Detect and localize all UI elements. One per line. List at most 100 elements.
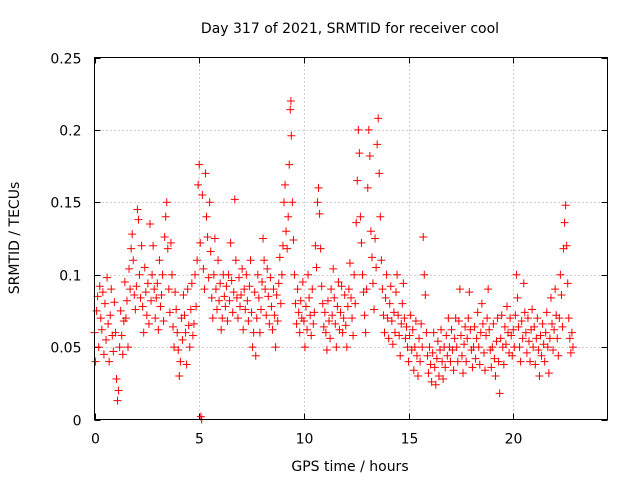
data-point [230,195,239,204]
data-point [562,241,571,250]
data-point [449,366,458,375]
data-point [110,298,119,307]
data-point [97,325,106,334]
data-point [315,209,324,218]
data-point [124,343,133,352]
data-point [240,285,249,294]
data-point [206,247,215,256]
data-point [278,241,287,250]
data-point [276,299,285,308]
data-point [402,322,411,331]
data-point [273,317,282,326]
data-point [534,345,543,354]
data-point [232,293,241,302]
data-point [285,160,294,169]
data-point [283,244,292,253]
data-point [470,322,479,331]
data-point [342,343,351,352]
data-point [186,305,195,314]
data-point [255,328,264,337]
data-point [560,218,569,227]
data-point [293,285,302,294]
data-point [163,244,172,253]
data-point [387,317,396,326]
data-point [246,256,255,265]
data-point [259,234,268,243]
data-point [182,360,191,369]
data-point [354,125,363,134]
data-point [250,288,259,297]
data-point [268,325,277,334]
data-point [363,183,372,192]
data-point [184,321,193,330]
data-point [106,311,115,320]
data-point [156,302,165,311]
data-point [459,369,468,378]
data-point [214,256,223,265]
data-point [100,299,109,308]
data-point [292,319,301,328]
y-tick-label: 0.1 [59,269,81,285]
data-point [267,302,276,311]
data-point [287,131,296,140]
data-point [457,351,466,360]
data-point [385,299,394,308]
data-point [217,325,226,334]
data-point [191,270,200,279]
data-point [464,314,473,323]
data-point [167,270,176,279]
data-point [326,334,335,343]
axis-tick-labels: 0 5 10 15 20 0 0.05 0.1 0.15 0.2 0.25 [50,52,522,448]
data-point [237,290,246,299]
data-point [521,328,530,337]
data-point [539,340,548,349]
data-point [448,345,457,354]
data-point [323,296,332,305]
data-point [350,270,359,279]
data-point [264,292,273,301]
data-point [245,282,254,291]
data-point [479,348,488,357]
data-point [196,238,205,247]
data-point [554,351,563,360]
data-point [561,201,570,210]
data-point [438,357,447,366]
data-point [300,343,309,352]
data-point [200,285,209,294]
data-point [138,302,147,311]
data-point [254,293,263,302]
data-point [340,290,349,299]
data-point [158,270,167,279]
data-point [524,337,533,346]
data-point [392,288,401,297]
data-point [270,311,279,320]
data-point [482,331,491,340]
axis-ticks [94,57,608,421]
data-point [265,319,274,328]
data-point [98,288,107,297]
data-point [209,270,218,279]
data-point [529,343,538,352]
data-point [360,311,369,320]
data-point [442,331,451,340]
data-point [126,285,135,294]
data-point [210,234,219,243]
data-point [418,343,427,352]
data-point [338,328,347,337]
data-point [424,369,433,378]
data-point [320,308,329,317]
data-point [107,285,116,294]
data-point [433,337,442,346]
data-point [381,293,390,302]
data-point [444,314,453,323]
data-point [501,340,510,349]
data-point [380,328,389,337]
data-point [173,328,182,337]
data-point [563,279,572,288]
data-point [154,325,163,334]
data-point [176,357,185,366]
data-point [373,140,382,149]
data-point [325,317,334,326]
data-point [113,396,122,405]
